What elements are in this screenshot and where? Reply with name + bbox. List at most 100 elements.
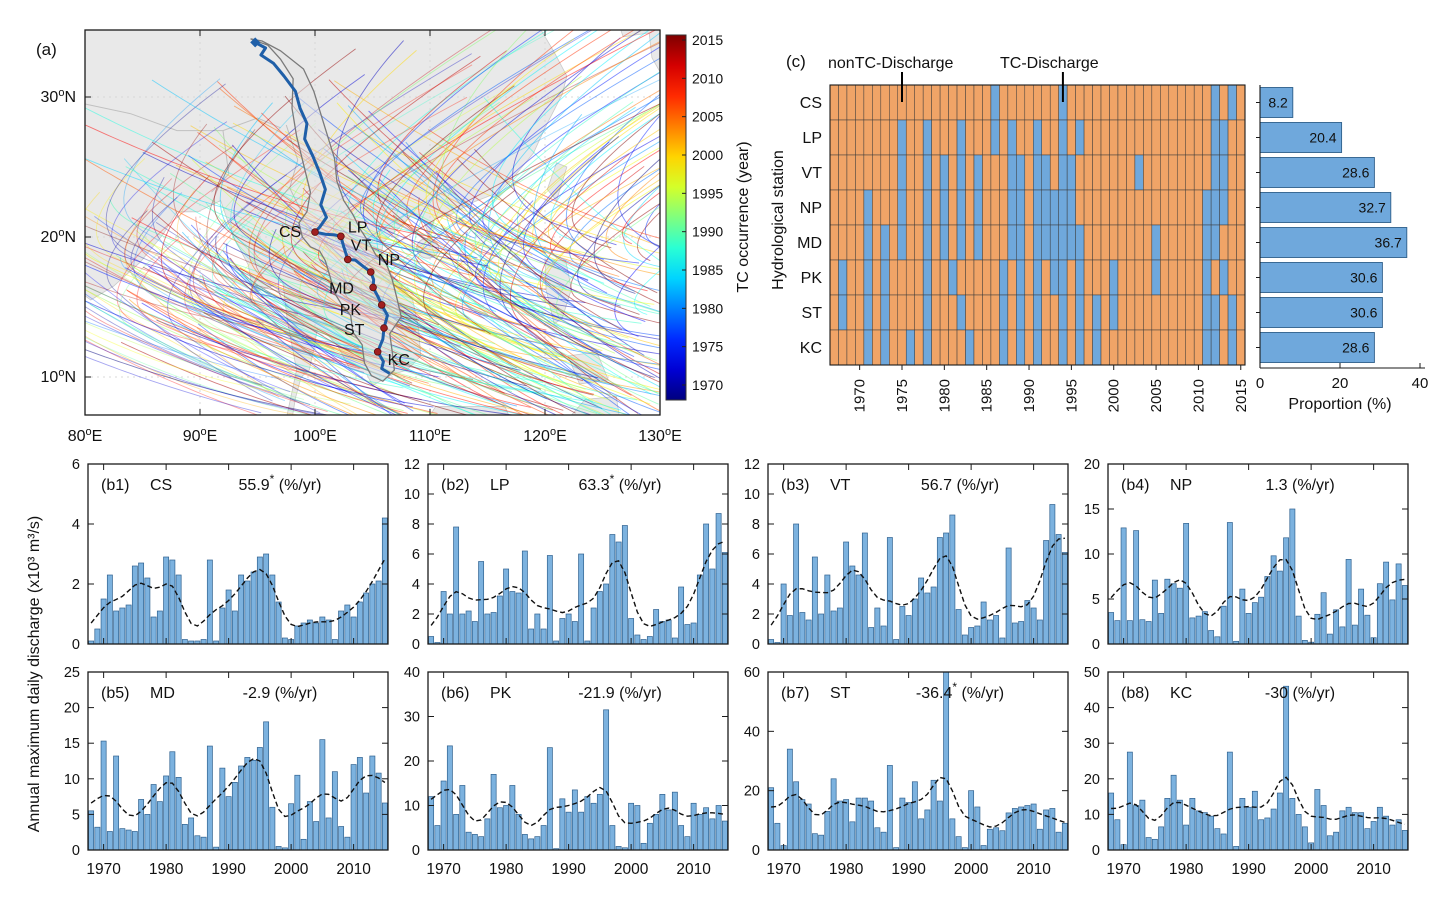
heatmap-cell — [1016, 259, 1026, 296]
heatmap-cell — [1100, 259, 1110, 296]
heatmap-cell — [1092, 259, 1102, 296]
bar — [1333, 831, 1340, 851]
heatmap-cell — [880, 119, 890, 156]
bar — [300, 838, 307, 851]
trend-label: 63.3* (%/yr) — [579, 472, 662, 494]
heatmap-cell — [948, 224, 958, 261]
bar — [313, 821, 320, 851]
heatmap-cell — [1075, 189, 1085, 226]
ytick-label: 0 — [752, 637, 760, 653]
heatmap-cell — [1092, 154, 1102, 191]
heatmap-cell — [1075, 224, 1085, 261]
heatmap-cell — [1126, 224, 1136, 261]
heatmap-cell — [1193, 189, 1203, 226]
landmass — [429, 405, 510, 415]
bar — [453, 526, 460, 645]
bar — [356, 757, 363, 851]
bar — [1264, 817, 1271, 851]
bar — [1139, 799, 1146, 851]
heatmap-cell — [1168, 294, 1178, 331]
heatmap-cell — [973, 259, 983, 296]
bar — [446, 613, 453, 645]
bar — [824, 574, 831, 645]
hydrological-station-axis-label: Hydrological station — [770, 150, 787, 290]
heatmap-cell — [939, 84, 949, 121]
heatmap-cell — [838, 294, 848, 331]
map-ytick-label: 10oN — [41, 367, 76, 386]
bar — [534, 836, 541, 851]
panel-station-label: ST — [830, 685, 851, 702]
heatmap-cell — [1219, 259, 1229, 296]
ytick-label: 50 — [1084, 665, 1100, 681]
heatmap-row-label-MD: MD — [797, 235, 822, 252]
heatmap-cell — [1117, 154, 1127, 191]
bar — [219, 767, 226, 851]
panel-b5: 0 5 10 15 20 25 1970 1980 1990 2000 2010 (b5) MD -2.9… — [64, 665, 389, 878]
bar — [1345, 806, 1352, 851]
bar — [288, 803, 295, 851]
bar — [1245, 806, 1252, 851]
trend-line — [430, 540, 726, 628]
ytick-label: 4 — [412, 577, 420, 593]
bar — [955, 836, 962, 851]
ytick-label: 10 — [1084, 547, 1100, 563]
panel-id-label: (b3) — [781, 477, 809, 494]
heatmap-cell — [855, 224, 865, 261]
trend-label: 55.9* (%/yr) — [239, 472, 322, 494]
bar — [225, 589, 232, 645]
bar — [1055, 534, 1062, 645]
heatmap-cell — [1185, 189, 1195, 226]
heatmap-cell — [931, 329, 941, 366]
heatmap-cell — [982, 224, 992, 261]
bar — [1208, 815, 1215, 851]
bar — [478, 836, 485, 851]
heatmap-cell — [872, 154, 882, 191]
heatmap-cell — [1210, 154, 1220, 191]
heatmap-cell — [1117, 329, 1127, 366]
bar — [1024, 805, 1031, 851]
ytick-label: 6 — [412, 547, 420, 563]
bar — [590, 607, 597, 645]
station-dot-CS — [311, 228, 319, 236]
bar — [263, 721, 270, 851]
heatmap-xtick-label: 1985 — [979, 379, 996, 412]
bar — [1158, 613, 1165, 645]
bar — [880, 831, 887, 851]
heatmap-cell — [973, 329, 983, 366]
bar — [269, 806, 276, 851]
heatmap-cell — [1126, 329, 1136, 366]
heatmap-cell — [914, 224, 924, 261]
bar — [434, 825, 441, 851]
heatmap-cell — [1202, 259, 1212, 296]
heatmap-cell — [965, 224, 975, 261]
heatmap-cell — [1058, 259, 1068, 296]
heatmap-cell — [1041, 189, 1051, 226]
colorbar-tick-label: 1975 — [692, 339, 723, 355]
heatmap-cell — [889, 224, 899, 261]
ytick-label: 10 — [404, 799, 420, 815]
bar — [974, 625, 981, 645]
heatmap-row-label-NP: NP — [800, 200, 822, 217]
ytick-label: 2 — [412, 607, 420, 623]
bar — [1145, 837, 1152, 851]
bar — [478, 561, 485, 645]
heatmap-cell — [1151, 294, 1161, 331]
heatmap-cell — [931, 294, 941, 331]
bar — [924, 592, 931, 645]
bar — [768, 787, 775, 851]
bar — [1276, 570, 1283, 645]
bar — [949, 818, 956, 851]
heatmap-cell — [1193, 154, 1203, 191]
bar — [603, 583, 610, 645]
heatmap-cell — [863, 224, 873, 261]
heatmap-row-label-KC: KC — [800, 340, 822, 357]
heatmap-cell — [973, 154, 983, 191]
bar — [930, 779, 937, 851]
heatmap-cell — [1100, 119, 1110, 156]
bar — [768, 639, 775, 645]
heatmap-cell — [872, 329, 882, 366]
xtick-label: 1980 — [149, 861, 184, 878]
bar — [596, 591, 603, 645]
bar — [200, 639, 207, 645]
bar — [1170, 774, 1177, 851]
